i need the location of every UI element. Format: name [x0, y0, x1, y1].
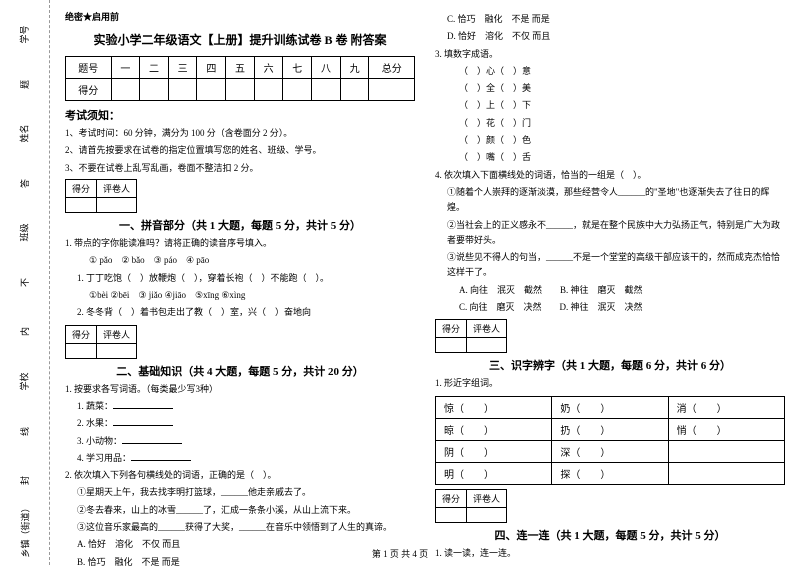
page-footer: 第 1 页 共 4 页 — [0, 547, 800, 560]
section-2-title: 二、基础知识（共 4 大题，每题 5 分，共计 20 分） — [65, 363, 415, 379]
score-table: 题号 一 二 三 四 五 六 七 八 九 总分 得分 — [65, 56, 415, 101]
blank-line — [113, 425, 173, 426]
blank-line — [122, 443, 182, 444]
choice: C. 恰巧 融化 不是 而是 — [435, 12, 785, 27]
mini-cell: 评卷人 — [467, 489, 507, 507]
idiom: （ ）颜（ ）色 — [435, 133, 785, 148]
grader-table: 得分评卷人 — [65, 179, 137, 213]
header-cell: 四 — [197, 57, 226, 79]
header-cell: 题号 — [66, 57, 112, 79]
options: ① pǎo ② bǎo ③ páo ④ pāo — [65, 253, 415, 268]
table-row: 惊（ ）奶（ ）消（ ） — [436, 396, 785, 418]
header-cell: 二 — [140, 57, 169, 79]
section-1-title: 一、拼音部分（共 1 大题，每题 5 分，共计 5 分） — [65, 217, 415, 233]
blank-line — [113, 408, 173, 409]
choice-row: C. 向往 磨灭 决然 D. 神往 泯灭 决然 — [435, 300, 785, 315]
header-cell: 七 — [283, 57, 312, 79]
left-column: 绝密★启用前 实验小学二年级语文【上册】提升训练试卷 B 卷 附答案 题号 一 … — [65, 10, 415, 555]
question-line: ③说些见不得人的句当，______不是一个堂堂的高级干部应该干的，然而成克杰恰恰… — [435, 250, 785, 281]
idiom: （ ）全（ ）美 — [435, 81, 785, 96]
question-line: ①随着个人崇拜的逐渐淡漠，那些经营令人______的"圣地"也逐渐失去了往日的辉… — [435, 185, 785, 216]
binding-mark: 封 — [18, 476, 31, 485]
mini-cell: 得分 — [66, 180, 97, 198]
idiom: （ ）花（ ）门 — [435, 116, 785, 131]
header-cell: 总分 — [369, 57, 415, 79]
blank-line — [131, 460, 191, 461]
binding-mark: 不 — [18, 278, 31, 287]
question-line: 2. 冬冬背（ ）着书包走出了教（ ）室，兴（ ）奋地向 — [65, 305, 415, 320]
table-row: 明（ ）探（ ） — [436, 462, 785, 484]
question-text: 1. 按要求各写词语。（每类最少写3种） — [65, 382, 415, 397]
score-label: 得分 — [66, 79, 112, 101]
content-area: 绝密★启用前 实验小学二年级语文【上册】提升训练试卷 B 卷 附答案 题号 一 … — [50, 0, 800, 565]
binding-mark: 题 — [18, 80, 31, 89]
question-line: ②当社会上的正义感永不______，就是在整个民族中大力弘扬正气，特别是广大为政… — [435, 218, 785, 249]
binding-label: 学校 — [18, 372, 31, 390]
list-item: 2. 水果： — [65, 416, 415, 431]
choice: D. 恰好 溶化 不仅 而且 — [435, 29, 785, 44]
idiom: （ ）嘴（ ）舌 — [435, 150, 785, 165]
question-text: 4. 依次填入下面横线处的词语，恰当的一组是（ ）。 — [435, 168, 785, 183]
binding-label: 学号 — [18, 26, 31, 44]
binding-margin: 学号 题 姓名 答 班级 不 内 学校 线 封 乡镇（街道） — [0, 0, 50, 565]
header-cell: 三 — [168, 57, 197, 79]
char-table: 惊（ ）奶（ ）消（ ） 晾（ ）扔（ ）悄（ ） 阴（ ）深（ ） 明（ ）探… — [435, 396, 785, 485]
question-line: ②冬去春来，山上的冰雪______了，汇成一条条小溪，从山上流下来。 — [65, 503, 415, 518]
header-cell: 六 — [254, 57, 283, 79]
list-item: 1. 蔬菜： — [65, 399, 415, 414]
header-cell: 九 — [340, 57, 369, 79]
choice-row: A. 向往 泯灭 截然 B. 神往 磨灭 截然 — [435, 283, 785, 298]
mini-cell: 得分 — [436, 320, 467, 338]
question-line: ③这位音乐家最高的______获得了大奖，______在音乐中领悟到了人生的真谛… — [65, 520, 415, 535]
idiom: （ ）上（ ）下 — [435, 98, 785, 113]
binding-label: 姓名 — [18, 125, 31, 143]
question-text: 3. 填数字成语。 — [435, 47, 785, 62]
header-cell: 八 — [312, 57, 341, 79]
question-text: 1. 带点的字你能读准吗？请将正确的读音序号填入。 — [65, 236, 415, 251]
idiom: （ ）心（ ）意 — [435, 64, 785, 79]
grader-table: 得分评卷人 — [65, 325, 137, 359]
exam-title: 实验小学二年级语文【上册】提升训练试卷 B 卷 附答案 — [65, 31, 415, 48]
binding-mark: 内 — [18, 327, 31, 336]
options: ①bèi ②bēi ③ jiǎo ④jiāo ⑤xīng ⑥xìng — [65, 288, 415, 303]
header-cell: 五 — [226, 57, 255, 79]
right-column: C. 恰巧 融化 不是 而是 D. 恰好 溶化 不仅 而且 3. 填数字成语。 … — [435, 10, 785, 555]
header-cell: 一 — [111, 57, 140, 79]
page-container: 学号 题 姓名 答 班级 不 内 学校 线 封 乡镇（街道） 绝密★启用前 实验… — [0, 0, 800, 565]
mini-cell: 评卷人 — [97, 180, 137, 198]
section-4-title: 四、连一连（共 1 大题，每题 5 分，共计 5 分） — [435, 527, 785, 543]
mini-cell: 评卷人 — [467, 320, 507, 338]
notice-item: 2、请首先按要求在试卷的指定位置填写您的姓名、班级、学号。 — [65, 143, 415, 157]
mini-cell: 得分 — [66, 325, 97, 343]
table-row: 得分 — [66, 79, 415, 101]
binding-mark: 线 — [18, 427, 31, 436]
list-item: 3. 小动物： — [65, 434, 415, 449]
table-row: 阴（ ）深（ ） — [436, 440, 785, 462]
notice-title: 考试须知： — [65, 107, 415, 123]
list-item: 4. 学习用品： — [65, 451, 415, 466]
binding-label: 班级 — [18, 224, 31, 242]
mini-cell: 得分 — [436, 489, 467, 507]
question-text: 2. 依次填入下列各句横线处的词语，正确的是（ ）。 — [65, 468, 415, 483]
section-3-title: 三、识字辨字（共 1 大题，每题 6 分，共计 6 分） — [435, 357, 785, 373]
confidential-mark: 绝密★启用前 — [65, 10, 415, 23]
score-cell — [111, 79, 140, 101]
grader-table: 得分评卷人 — [435, 319, 507, 353]
question-line: ①星期天上午，我去找李明打篮球，______他走亲戚去了。 — [65, 485, 415, 500]
notice-item: 1、考试时间：60 分钟，满分为 100 分（含卷面分 2 分）。 — [65, 126, 415, 140]
table-row: 晾（ ）扔（ ）悄（ ） — [436, 418, 785, 440]
mini-cell: 评卷人 — [97, 325, 137, 343]
binding-mark: 答 — [18, 179, 31, 188]
question-line: 1. 丁丁吃饱（ ）放鞭炮（ ），穿着长袍（ ）不能跑（ ）。 — [65, 271, 415, 286]
notice-item: 3、不要在试卷上乱写乱画，卷面不整洁扣 2 分。 — [65, 161, 415, 175]
table-row: 题号 一 二 三 四 五 六 七 八 九 总分 — [66, 57, 415, 79]
grader-table: 得分评卷人 — [435, 489, 507, 523]
question-text: 1. 形近字组词。 — [435, 376, 785, 391]
